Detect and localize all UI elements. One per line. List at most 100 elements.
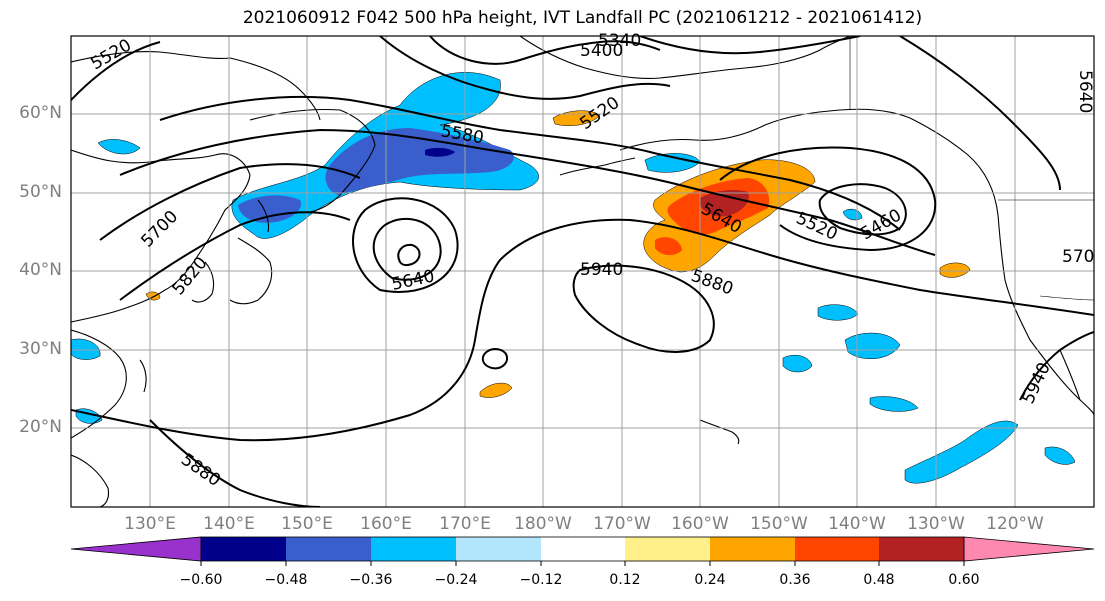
lon-label: 120°W — [986, 514, 1044, 534]
colorbar-outline — [200, 536, 965, 562]
ivt-shading — [71, 72, 1076, 484]
lon-label: 160°E — [360, 514, 412, 534]
lat-label: 60°N — [19, 103, 62, 123]
colorbar-bin — [201, 537, 286, 561]
contour-5820 — [119, 211, 351, 301]
colorbar-bin — [625, 537, 710, 561]
coastline-japan — [229, 237, 273, 305]
ivt-positive-region-east — [939, 262, 971, 278]
colorbar-tick-label: −0.48 — [264, 572, 308, 588]
ivt-negative-region-japan — [238, 195, 301, 223]
coastline-alaska-south — [619, 108, 999, 216]
political-borders — [849, 36, 1094, 301]
lon-label: 170°W — [593, 514, 651, 534]
coastline-north-america-west — [997, 214, 1094, 416]
colorbar-tick-label: 0.60 — [948, 572, 980, 588]
figure-title: 2021060912 F042 500 hPa height, IVT Land… — [242, 8, 923, 28]
contour-5700 — [99, 163, 361, 241]
ivt-negative-region-east-3 — [869, 396, 919, 412]
coastline-aleutians — [559, 157, 636, 176]
contour-north-america — [899, 36, 1061, 191]
coastline-korea — [191, 261, 215, 303]
colorbar-bin — [879, 537, 964, 561]
contour-5640-jet-north — [119, 128, 936, 256]
contour-5700-low — [352, 197, 459, 293]
ivt-negative-region-kamchatka-west — [97, 139, 141, 155]
colorbar-tick-label: 0.48 — [863, 572, 895, 588]
colorbar-bin — [795, 537, 879, 561]
height-contours — [71, 36, 1094, 507]
contour-5520-west — [71, 41, 161, 101]
contour-label: 5820 — [169, 253, 212, 299]
coastline-hawaii — [699, 419, 740, 445]
map-frame — [70, 35, 1095, 508]
ivt-positive-region-gulf-alaska-strong — [700, 190, 749, 217]
contour-label-layer: 5520 5400 5340 5580 5520 5700 5820 5640 … — [88, 31, 1096, 491]
lon-label: 150°W — [750, 514, 808, 534]
contour-5520 — [379, 36, 671, 100]
coastline-taiwan — [139, 359, 147, 393]
coastline-alaska-north — [519, 36, 851, 79]
lon-label: 150°E — [281, 514, 333, 534]
coastline-sea-okhotsk — [229, 57, 321, 121]
colorbar-tick-label: −0.24 — [434, 572, 478, 588]
lat-label: 30°N — [19, 339, 62, 359]
contour-label: 5460 — [858, 205, 905, 244]
ivt-positive-region-south — [655, 237, 682, 256]
coastline-arctic-russia — [71, 51, 231, 63]
ivt-negative-region-east-1 — [844, 332, 901, 360]
colorbar-tick-label: 0.12 — [609, 572, 641, 588]
contour-label: 570 — [1062, 247, 1094, 267]
lon-label: 160°W — [671, 514, 729, 534]
contour-5580 — [159, 95, 901, 231]
contour-label: 5400 — [580, 41, 623, 61]
colorbar-tick-label: 0.36 — [779, 572, 811, 588]
colorbar-bin — [710, 537, 795, 561]
ivt-negative-region-core — [325, 128, 514, 195]
contour-label: 5340 — [598, 31, 641, 51]
border-us-mexico — [1039, 295, 1094, 301]
colorbar-bin — [371, 537, 456, 561]
ivt-negative-region-east-7 — [842, 208, 863, 221]
contour-label: 5700 — [137, 207, 182, 252]
colorbar-extend-high — [963, 536, 1095, 562]
contour-label: 5640 — [1075, 70, 1095, 113]
contour-subtropic-small — [481, 348, 508, 370]
contour-label: 5520 — [793, 208, 841, 244]
ivt-positive-region-subtropic — [479, 382, 513, 398]
contour-low-inner — [397, 243, 421, 267]
ivt-negative-region-east-6 — [1044, 446, 1076, 465]
contour-label: 5940 — [580, 260, 623, 280]
contour-5640-low — [372, 217, 442, 281]
contour-5940-east — [1019, 331, 1094, 401]
colorbar-tick-label: −0.60 — [179, 572, 223, 588]
lat-label: 40°N — [19, 260, 62, 280]
colorbar-extend-low — [70, 536, 202, 562]
coastline-china — [71, 329, 127, 439]
lon-label: 180°W — [514, 514, 572, 534]
colorbar-tick-label: −0.36 — [349, 572, 393, 588]
contour-5460-alaska-low — [818, 183, 907, 236]
contour-label: 5520 — [576, 93, 623, 134]
ivt-negative-region-darkest — [425, 147, 455, 157]
colorbar-tick-label: −0.12 — [519, 572, 563, 588]
contour-alaska-loop — [639, 36, 861, 55]
lon-label: 130°W — [907, 514, 965, 534]
coastline-philippines — [71, 454, 110, 507]
colorbar — [70, 536, 1095, 566]
coastline-baja — [1059, 349, 1081, 401]
contour-5880-south — [149, 419, 321, 507]
lon-label: 130°E — [124, 514, 176, 534]
lon-label: 170°E — [439, 514, 491, 534]
lon-label: 140°E — [203, 514, 255, 534]
ivt-negative-region-east-2 — [817, 304, 859, 321]
contour-5940-high — [572, 264, 715, 353]
contour-label: 5520 — [88, 35, 135, 74]
contour-label: 5940 — [1018, 359, 1054, 407]
lon-label: 140°W — [828, 514, 886, 534]
lat-label: 20°N — [19, 417, 62, 437]
colorbar-bin — [456, 537, 541, 561]
coastline-kamchatka — [249, 108, 376, 213]
ivt-negative-region-east-4 — [904, 420, 1019, 484]
lat-label: 50°N — [19, 182, 62, 202]
